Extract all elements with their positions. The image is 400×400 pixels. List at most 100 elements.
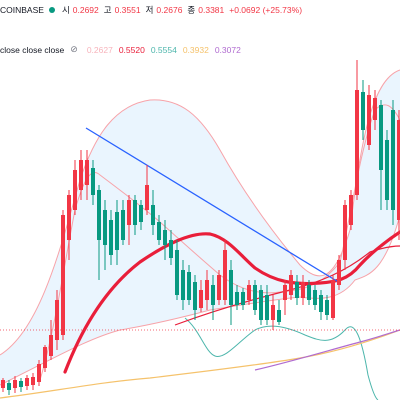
candle — [31, 373, 35, 390]
candle — [307, 280, 311, 305]
candle — [241, 288, 245, 310]
indicator-legend[interactable]: close close close ⊘ 0.2627 0.5520 0.5554… — [0, 44, 241, 55]
candlestick-series — [1, 60, 400, 395]
candle-body — [271, 305, 275, 320]
candle — [91, 160, 95, 205]
candle — [109, 210, 113, 265]
candle — [73, 160, 77, 215]
candle — [187, 265, 191, 305]
candle — [55, 290, 59, 350]
candle-body — [295, 282, 299, 298]
candle-body — [91, 168, 95, 195]
candle-body — [325, 300, 329, 315]
candle-body — [55, 300, 59, 340]
candle-body — [217, 275, 221, 300]
candle-body — [253, 285, 257, 310]
candle — [67, 190, 71, 260]
candle-body — [259, 290, 263, 320]
trendline[interactable] — [85, 127, 341, 284]
candle-body — [385, 140, 389, 200]
candle-body — [379, 105, 383, 170]
candle-body — [313, 290, 317, 305]
candle-body — [37, 364, 41, 382]
candle — [373, 90, 377, 130]
candle-body — [49, 335, 53, 356]
candle-body — [337, 260, 341, 285]
candle — [355, 60, 359, 200]
candle-body — [79, 160, 83, 190]
candle-body — [43, 347, 47, 368]
candle-body — [331, 280, 335, 318]
candle-body — [367, 95, 371, 145]
candle-body — [235, 292, 239, 305]
candle-body — [139, 205, 143, 222]
candle — [391, 100, 395, 225]
candle — [163, 220, 167, 260]
candle — [49, 320, 53, 360]
low-label: 저 — [145, 5, 154, 15]
candle — [301, 275, 305, 305]
candle-body — [127, 200, 131, 225]
candle — [133, 195, 137, 235]
candle-body — [13, 380, 17, 388]
indicator-name: close close close — [0, 44, 65, 55]
candle — [229, 260, 233, 325]
candle — [217, 270, 221, 305]
candle — [181, 260, 185, 310]
candle-body — [103, 210, 107, 245]
candle — [205, 270, 209, 310]
candle-body — [109, 220, 113, 255]
candle — [265, 285, 269, 325]
low-value: 0.2676 — [156, 5, 183, 15]
candle — [337, 255, 341, 290]
candle-body — [181, 270, 185, 300]
candle — [223, 240, 227, 305]
candle-body — [61, 215, 65, 335]
candle-body — [133, 200, 137, 225]
candle-body — [361, 92, 365, 130]
candle-body — [121, 210, 125, 240]
candle — [25, 375, 29, 390]
candle — [313, 285, 317, 310]
candle — [7, 380, 11, 395]
candle — [139, 200, 143, 230]
candle — [175, 240, 179, 300]
thick-red-moving-average — [63, 230, 400, 374]
close-value: 0.3381 — [198, 5, 225, 15]
candle — [247, 280, 251, 305]
candle-body — [97, 190, 101, 240]
candle-body — [115, 212, 119, 250]
candle-body — [391, 110, 395, 210]
candle — [259, 285, 263, 325]
high-label: 고 — [103, 5, 112, 15]
symbol-header: COINBASE 시 0.2692 고 0.3551 저 0.2676 종 0.3381… — [0, 4, 302, 16]
candle-body — [229, 270, 233, 305]
candle-body — [349, 195, 353, 225]
eye-slash-icon[interactable]: ⊘ — [70, 44, 78, 54]
candle — [97, 185, 101, 280]
candle — [85, 150, 89, 200]
candle-body — [163, 230, 167, 245]
candle — [19, 378, 23, 392]
candle — [379, 100, 383, 210]
close-label: 종 — [187, 5, 196, 15]
candle — [151, 190, 155, 235]
candle — [13, 376, 17, 393]
candle — [43, 345, 47, 372]
candle-body — [265, 295, 269, 320]
candle — [157, 215, 161, 245]
teal-band-line — [184, 317, 379, 400]
candle — [385, 130, 389, 210]
candle — [169, 230, 173, 265]
candle — [103, 200, 107, 270]
candle — [145, 165, 149, 215]
candle-body — [169, 240, 173, 258]
indicator-value-1: 0.2627 — [86, 44, 113, 55]
candle — [331, 275, 335, 320]
candle — [343, 200, 347, 270]
candle-body — [247, 285, 251, 300]
candle-body — [343, 205, 347, 260]
candle — [79, 150, 83, 200]
candle-body — [397, 120, 400, 220]
